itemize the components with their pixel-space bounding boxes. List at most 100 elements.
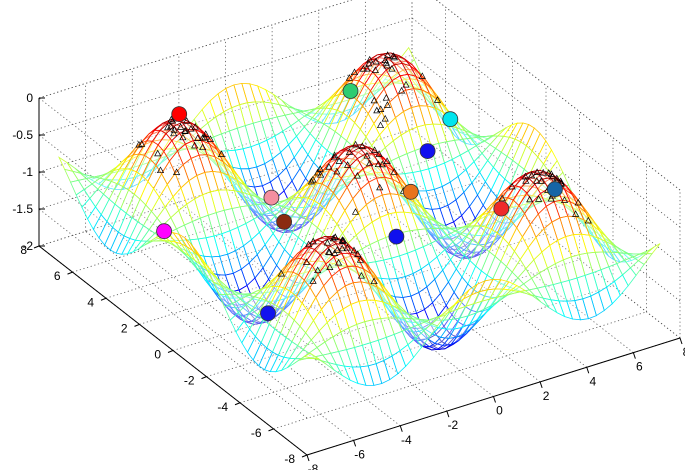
y-tick-label: 0 [154, 348, 161, 362]
y-tick-mark [301, 454, 308, 458]
triangle-marker [370, 277, 378, 285]
triangle-marker [378, 160, 386, 168]
triangle-marker [383, 101, 391, 108]
triangle-marker [374, 160, 382, 168]
y-tick-mark [167, 350, 174, 353]
triangle-marker [194, 134, 202, 141]
x-tick-mark [399, 425, 403, 432]
triangle-marker [217, 150, 226, 157]
triangle-marker [357, 271, 365, 279]
marker-point [342, 83, 359, 99]
z-tick-label: 0 [26, 91, 33, 105]
triangle-marker [314, 266, 322, 274]
triangle-marker [183, 117, 191, 124]
triangle-marker [539, 168, 547, 176]
x-tick-label: -2 [448, 418, 459, 432]
x-tick-label: 6 [636, 360, 643, 374]
triangle-marker [344, 161, 352, 168]
triangle-marker [584, 216, 592, 224]
triangle-marker [326, 263, 334, 270]
triangle-marker [372, 57, 380, 65]
marker-point [493, 200, 510, 217]
triangle-marker [535, 195, 543, 202]
triangle-marker [191, 122, 199, 130]
triangle-marker [330, 153, 338, 161]
y-tick-label: 6 [54, 269, 61, 283]
x-tick-mark [493, 396, 496, 403]
triangle-marker [375, 150, 383, 157]
triangle-marker [314, 168, 322, 176]
triangle-marker [191, 141, 199, 149]
marker-point [156, 223, 173, 240]
triangle-marker [433, 96, 442, 103]
x-tick-mark [306, 454, 310, 462]
marker-point [171, 106, 188, 122]
floor-grid-y [72, 154, 446, 273]
surface-cell [303, 352, 320, 359]
triangle-marker [526, 195, 534, 203]
triangle-marker [309, 237, 317, 245]
marker-point [276, 213, 293, 230]
triangle-marker [329, 234, 337, 242]
triangle-marker [381, 114, 389, 122]
triangle-marker [388, 64, 396, 72]
colored-markers [156, 83, 563, 322]
triangle-marker [338, 237, 347, 244]
marker-point [388, 228, 405, 245]
triangle-marker [352, 140, 360, 148]
y-tick-label: 2 [121, 321, 128, 335]
triangle-marker [384, 51, 392, 58]
triangle-marker [335, 258, 343, 266]
triangle-marker [398, 86, 406, 94]
triangle-marker [179, 133, 187, 141]
triangle-marker [366, 55, 374, 63]
marker-point [419, 143, 436, 160]
marker-point [442, 111, 459, 128]
triangle-marker [325, 162, 333, 170]
triangle-marker [309, 277, 317, 284]
marker-point [260, 305, 276, 322]
x-tick-mark [586, 367, 590, 374]
triangle-marker [350, 68, 359, 76]
triangle-marker [350, 246, 358, 254]
triangle-marker [574, 198, 582, 206]
triangle-marker [351, 208, 360, 215]
triangle-marker [371, 66, 379, 73]
backwall-grid-z [38, 91, 413, 210]
triangle-marker [317, 170, 325, 178]
marker-point [263, 189, 280, 206]
x-tick-label: -6 [354, 447, 365, 461]
triangle-marker [156, 166, 165, 174]
triangle-marker [333, 246, 341, 253]
backwall-grid-z [38, 17, 413, 136]
y-tick-mark [67, 271, 73, 275]
triangle-marker [383, 61, 391, 69]
triangle-marker [358, 142, 366, 149]
x-tick-mark [679, 337, 683, 345]
z-tick-label: -0.5 [12, 128, 33, 142]
triangle-marker [359, 65, 367, 72]
triangle-marker [376, 121, 385, 129]
triangle-marker [170, 129, 178, 137]
triangle-marker [547, 170, 555, 177]
triangle-marker [206, 135, 214, 142]
triangle-marker [316, 165, 324, 172]
triangle-marker [302, 258, 311, 265]
surface-cell [58, 156, 74, 172]
triangle-marker [199, 134, 207, 141]
triangle-marker [371, 146, 379, 153]
floor-grid-y [239, 285, 614, 404]
triangle-markers [135, 51, 592, 285]
triangle-marker [345, 74, 353, 81]
y-tick-label: 4 [87, 295, 94, 309]
z-tick-label: -1.5 [12, 202, 33, 216]
triangle-marker [560, 196, 569, 203]
triangle-marker [354, 250, 362, 257]
x-tick-label: 4 [589, 374, 596, 388]
triangle-marker [170, 126, 178, 133]
triangle-marker [181, 126, 190, 134]
triangle-marker [187, 124, 195, 132]
triangle-marker [363, 64, 371, 72]
triangle-marker [169, 116, 177, 124]
triangle-marker [522, 177, 530, 184]
